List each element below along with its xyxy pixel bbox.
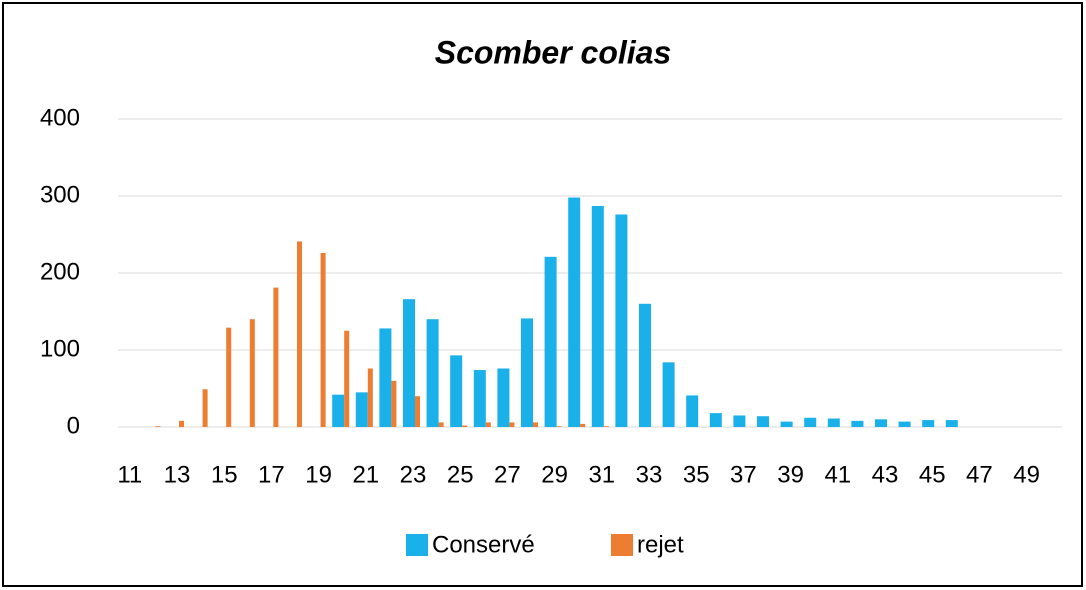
bar — [851, 420, 864, 427]
bar — [249, 319, 255, 427]
bar — [379, 328, 392, 427]
bar — [757, 416, 769, 427]
bar — [403, 299, 415, 427]
bar — [898, 421, 911, 427]
bar — [639, 303, 651, 427]
x-tick-label: 23 — [400, 461, 427, 488]
bar — [686, 395, 699, 427]
y-tick-label: 200 — [40, 258, 80, 285]
bar — [226, 327, 232, 427]
legend-swatch — [611, 534, 633, 556]
bar — [179, 420, 184, 427]
bar — [780, 421, 793, 427]
bar — [509, 422, 515, 427]
bar — [615, 214, 628, 427]
x-tick-label: 15 — [211, 461, 238, 488]
y-tick-label: 400 — [40, 104, 80, 131]
bar — [473, 370, 486, 427]
bar — [533, 422, 538, 427]
bar — [320, 252, 326, 427]
bar — [485, 422, 491, 427]
bar — [344, 330, 350, 427]
bar — [568, 197, 581, 427]
bar — [662, 362, 675, 427]
bar — [804, 417, 817, 427]
y-tick-label: 100 — [40, 335, 80, 362]
x-tick-label: 29 — [541, 461, 568, 488]
bar — [202, 389, 208, 427]
bar — [273, 287, 279, 427]
y-tick-label: 300 — [40, 181, 80, 208]
x-tick-label: 13 — [164, 461, 191, 488]
bar — [945, 420, 958, 427]
x-tick-label: 33 — [636, 461, 663, 488]
bar — [580, 423, 586, 427]
x-tick-label: 43 — [872, 461, 899, 488]
x-tick-label: 17 — [258, 461, 285, 488]
bar — [297, 241, 302, 427]
bar — [922, 420, 935, 427]
bar — [438, 422, 444, 427]
x-tick-label: 35 — [683, 461, 710, 488]
bar — [426, 319, 439, 427]
y-tick-label: 0 — [67, 412, 80, 439]
bar — [497, 368, 510, 427]
bar — [603, 426, 609, 427]
x-tick-label: 41 — [824, 461, 851, 488]
bar — [827, 418, 840, 427]
x-tick-label: 31 — [588, 461, 615, 488]
bar — [355, 392, 368, 427]
bar — [521, 318, 533, 427]
bar — [462, 425, 468, 427]
x-tick-label: 37 — [730, 461, 757, 488]
legend-label: rejet — [637, 531, 684, 558]
bar — [391, 380, 397, 427]
bar — [875, 419, 887, 427]
x-tick-label: 49 — [1013, 461, 1040, 488]
bar — [591, 206, 604, 427]
bar — [450, 355, 463, 427]
x-tick-label: 25 — [447, 461, 474, 488]
bar — [733, 415, 746, 427]
x-tick-label: 11 — [117, 461, 142, 488]
legend-swatch — [406, 534, 428, 556]
x-tick-label: 47 — [966, 461, 993, 488]
x-tick-label: 27 — [494, 461, 521, 488]
bar — [332, 394, 345, 427]
bar — [556, 426, 562, 427]
bar — [155, 426, 161, 427]
bar — [544, 256, 557, 427]
bar — [367, 368, 373, 427]
chart-title: Scomber colias — [435, 34, 672, 70]
x-tick-label: 39 — [777, 461, 804, 488]
x-tick-label: 19 — [305, 461, 332, 488]
legend-label: Conservé — [432, 531, 535, 558]
bar — [415, 396, 420, 427]
x-tick-label: 21 — [352, 461, 379, 488]
x-tick-label: 45 — [919, 461, 946, 488]
bar — [709, 413, 722, 427]
